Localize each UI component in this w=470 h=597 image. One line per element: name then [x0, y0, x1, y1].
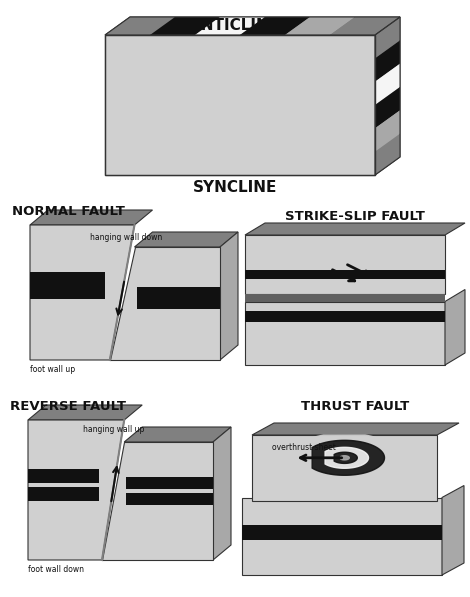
Text: SYNCLINE: SYNCLINE — [193, 180, 277, 195]
Polygon shape — [240, 17, 310, 35]
Polygon shape — [442, 485, 464, 575]
Polygon shape — [375, 64, 400, 105]
Text: NORMAL FAULT: NORMAL FAULT — [12, 205, 125, 218]
Polygon shape — [341, 456, 349, 460]
Polygon shape — [252, 423, 459, 435]
Polygon shape — [30, 210, 152, 225]
Polygon shape — [105, 17, 175, 35]
Text: hanging wall down: hanging wall down — [90, 233, 162, 242]
Polygon shape — [242, 525, 442, 540]
Text: foot wall down: foot wall down — [28, 565, 84, 574]
Polygon shape — [252, 435, 437, 501]
Polygon shape — [136, 287, 220, 298]
Text: foot wall up: foot wall up — [30, 365, 75, 374]
Polygon shape — [375, 110, 400, 152]
Polygon shape — [245, 301, 445, 365]
Polygon shape — [375, 41, 400, 82]
Polygon shape — [30, 225, 134, 360]
Text: hanging wall up: hanging wall up — [83, 425, 144, 434]
Polygon shape — [134, 232, 238, 247]
Polygon shape — [334, 452, 357, 463]
Polygon shape — [30, 272, 105, 286]
Polygon shape — [325, 447, 368, 468]
Polygon shape — [150, 17, 220, 35]
Polygon shape — [28, 487, 99, 501]
Polygon shape — [136, 298, 220, 309]
Polygon shape — [124, 427, 231, 442]
Polygon shape — [299, 435, 400, 482]
Polygon shape — [126, 493, 213, 504]
Polygon shape — [213, 427, 231, 560]
Polygon shape — [245, 235, 445, 294]
Polygon shape — [28, 405, 142, 420]
Polygon shape — [102, 442, 213, 560]
Polygon shape — [242, 497, 442, 575]
Polygon shape — [105, 35, 375, 175]
Polygon shape — [445, 290, 465, 365]
Polygon shape — [375, 87, 400, 128]
Polygon shape — [245, 270, 445, 279]
Polygon shape — [28, 420, 124, 560]
Text: overthrust sheet: overthrust sheet — [272, 443, 336, 452]
Polygon shape — [30, 286, 105, 299]
Polygon shape — [375, 17, 400, 175]
Polygon shape — [220, 232, 238, 360]
Polygon shape — [28, 469, 99, 483]
Polygon shape — [105, 35, 375, 175]
Polygon shape — [375, 17, 400, 59]
Polygon shape — [105, 17, 400, 35]
Polygon shape — [375, 134, 400, 175]
Polygon shape — [245, 223, 465, 235]
Polygon shape — [245, 294, 445, 301]
Polygon shape — [245, 311, 445, 322]
Polygon shape — [285, 17, 355, 35]
Text: ANTICLINE: ANTICLINE — [190, 18, 280, 33]
Polygon shape — [195, 17, 265, 35]
Text: THRUST FAULT: THRUST FAULT — [301, 400, 409, 413]
Text: STRIKE-SLIP FAULT: STRIKE-SLIP FAULT — [285, 210, 425, 223]
Polygon shape — [126, 478, 213, 489]
Polygon shape — [312, 441, 384, 475]
Polygon shape — [330, 17, 400, 35]
Text: REVERSE FAULT: REVERSE FAULT — [10, 400, 126, 413]
Polygon shape — [110, 247, 220, 360]
